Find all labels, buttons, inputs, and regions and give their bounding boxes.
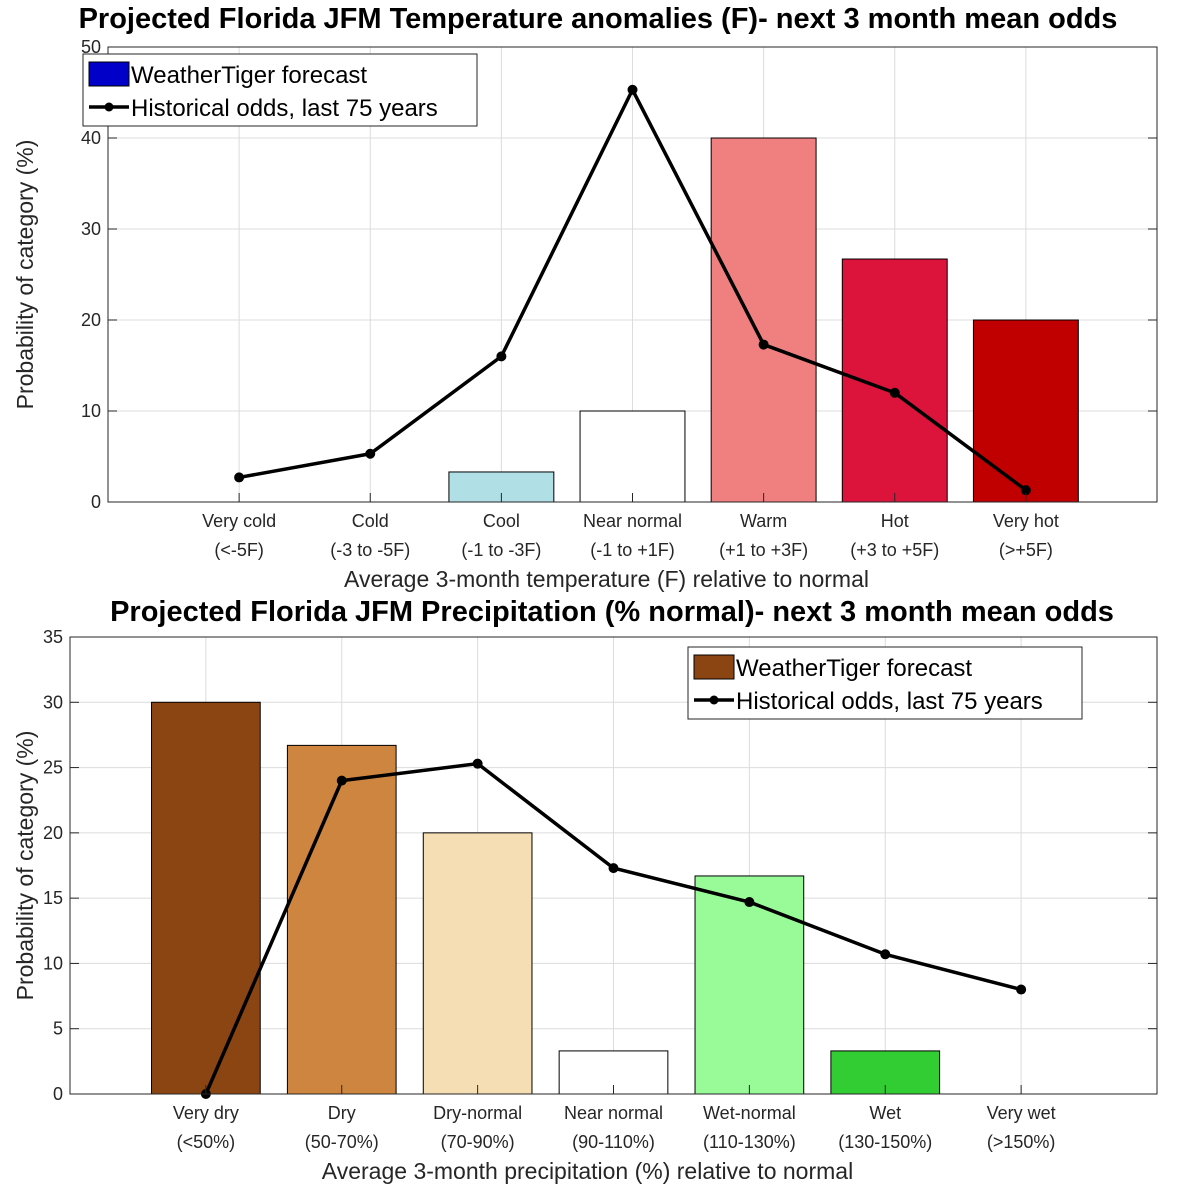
- precip-legend-box: [687, 646, 1083, 720]
- temp-historical-point-0: [234, 472, 245, 483]
- temp-bar-4: [710, 137, 817, 503]
- precip-bar-2: [422, 832, 533, 1095]
- temp-legend: WeatherTiger forecast Historical odds, la…: [82, 53, 478, 127]
- precip-historical-point-6: [1016, 984, 1027, 995]
- temp-category-range: (>+5F): [999, 540, 1053, 560]
- temp-y-tick-label: 40: [81, 128, 101, 148]
- temp-category-range: (-1 to +1F): [590, 540, 675, 560]
- precip-chart-title: Projected Florida JFM Precipitation (% n…: [110, 596, 1114, 628]
- temp-x-axis-label: Average 3-month temperature (F) relative…: [344, 566, 869, 592]
- temp-y-tick-label: 50: [81, 37, 101, 57]
- temp-y-tick-label: 10: [81, 401, 101, 421]
- temp-category-range: (<-5F): [214, 540, 264, 560]
- temp-bar-6: [972, 319, 1079, 503]
- temp-category-range: (+1 to +3F): [719, 540, 808, 560]
- precip-legend-line-marker: [709, 695, 719, 705]
- precip-historical-point-2: [472, 758, 483, 769]
- temp-legend-bar-label: WeatherTiger forecast: [131, 62, 367, 89]
- precip-category-label: Dry: [328, 1103, 356, 1123]
- precip-historical-point-3: [608, 863, 619, 874]
- temp-y-axis-label: Probability of category (%): [12, 140, 38, 410]
- precip-category-label: Dry-normal: [433, 1103, 522, 1123]
- precip-category-label: Wet: [869, 1103, 901, 1123]
- precip-legend-bar-swatch: [693, 654, 735, 680]
- precip-category-range: (<50%): [177, 1132, 236, 1152]
- temp-historical-point-5: [889, 387, 900, 398]
- precip-legend: WeatherTiger forecast Historical odds, la…: [687, 646, 1083, 720]
- precip-historical-point-5: [880, 949, 891, 960]
- temp-category-label: Cold: [352, 511, 389, 531]
- temp-category-label: Very hot: [993, 511, 1059, 531]
- precip-y-axis-label: Probability of category (%): [12, 731, 38, 1001]
- temp-category-label: Hot: [881, 511, 909, 531]
- temp-category-range: (-3 to -5F): [330, 540, 410, 560]
- temp-y-tick-label: 0: [91, 492, 101, 512]
- precip-bar-4: [694, 875, 805, 1095]
- temp-chart-title: Projected Florida JFM Temperature anomal…: [79, 3, 1118, 35]
- precip-category-range: (70-90%): [441, 1132, 515, 1152]
- temp-bar-3: [579, 410, 686, 503]
- precip-y-tick-label: 5: [53, 1019, 63, 1039]
- temp-category-range: (+3 to +5F): [850, 540, 939, 560]
- precipitation-panel: Projected Florida JFM Precipitation (% n…: [12, 596, 1158, 1184]
- temp-category-label: Warm: [740, 511, 787, 531]
- temp-historical-point-1: [365, 448, 376, 459]
- precip-x-axis-label: Average 3-month precipitation (%) relati…: [322, 1158, 853, 1184]
- precip-y-tick-label: 30: [43, 692, 63, 712]
- precip-category-range: (90-110%): [572, 1132, 655, 1152]
- temp-legend-line-label: Historical odds, last 75 years: [131, 95, 438, 122]
- precip-category-range: (110-130%): [703, 1132, 796, 1152]
- temperature-panel: Projected Florida JFM Temperature anomal…: [12, 3, 1158, 592]
- precip-category-range: (130-150%): [838, 1132, 932, 1152]
- precip-category-label: Very wet: [987, 1103, 1056, 1123]
- temp-category-label: Near normal: [583, 511, 682, 531]
- precip-category-range: (>150%): [987, 1132, 1056, 1152]
- precip-y-tick-label: 15: [43, 888, 63, 908]
- precip-bar-0: [151, 701, 261, 1095]
- precip-y-tick-label: 10: [43, 953, 63, 973]
- precip-legend-line-label: Historical odds, last 75 years: [736, 688, 1043, 715]
- temp-legend-bar-swatch: [88, 61, 130, 87]
- precip-category-label: Near normal: [564, 1103, 663, 1123]
- precip-y-tick-label: 25: [43, 758, 63, 778]
- precip-y-tick-label: 20: [43, 823, 63, 843]
- temp-legend-box: [82, 53, 478, 127]
- temp-y-tick-label: 30: [81, 219, 101, 239]
- precip-bar-1: [286, 744, 397, 1095]
- temp-category-range: (-1 to -3F): [461, 540, 541, 560]
- precip-y-tick-label: 0: [53, 1084, 63, 1104]
- temp-historical-point-4: [758, 339, 769, 350]
- precip-legend-bar-label: WeatherTiger forecast: [736, 655, 972, 682]
- precip-historical-point-4: [744, 897, 755, 908]
- temp-category-label: Very cold: [202, 511, 276, 531]
- temp-historical-point-3: [627, 84, 638, 95]
- precip-category-label: Wet-normal: [703, 1103, 796, 1123]
- precip-y-tick-label: 35: [43, 627, 63, 647]
- temp-historical-point-2: [496, 351, 507, 362]
- temp-y-tick-label: 20: [81, 310, 101, 330]
- temp-category-label: Cool: [483, 511, 520, 531]
- temp-legend-line-marker: [104, 102, 114, 112]
- precip-category-label: Very dry: [173, 1103, 239, 1123]
- precip-category-range: (50-70%): [305, 1132, 379, 1152]
- precip-historical-point-1: [336, 775, 347, 786]
